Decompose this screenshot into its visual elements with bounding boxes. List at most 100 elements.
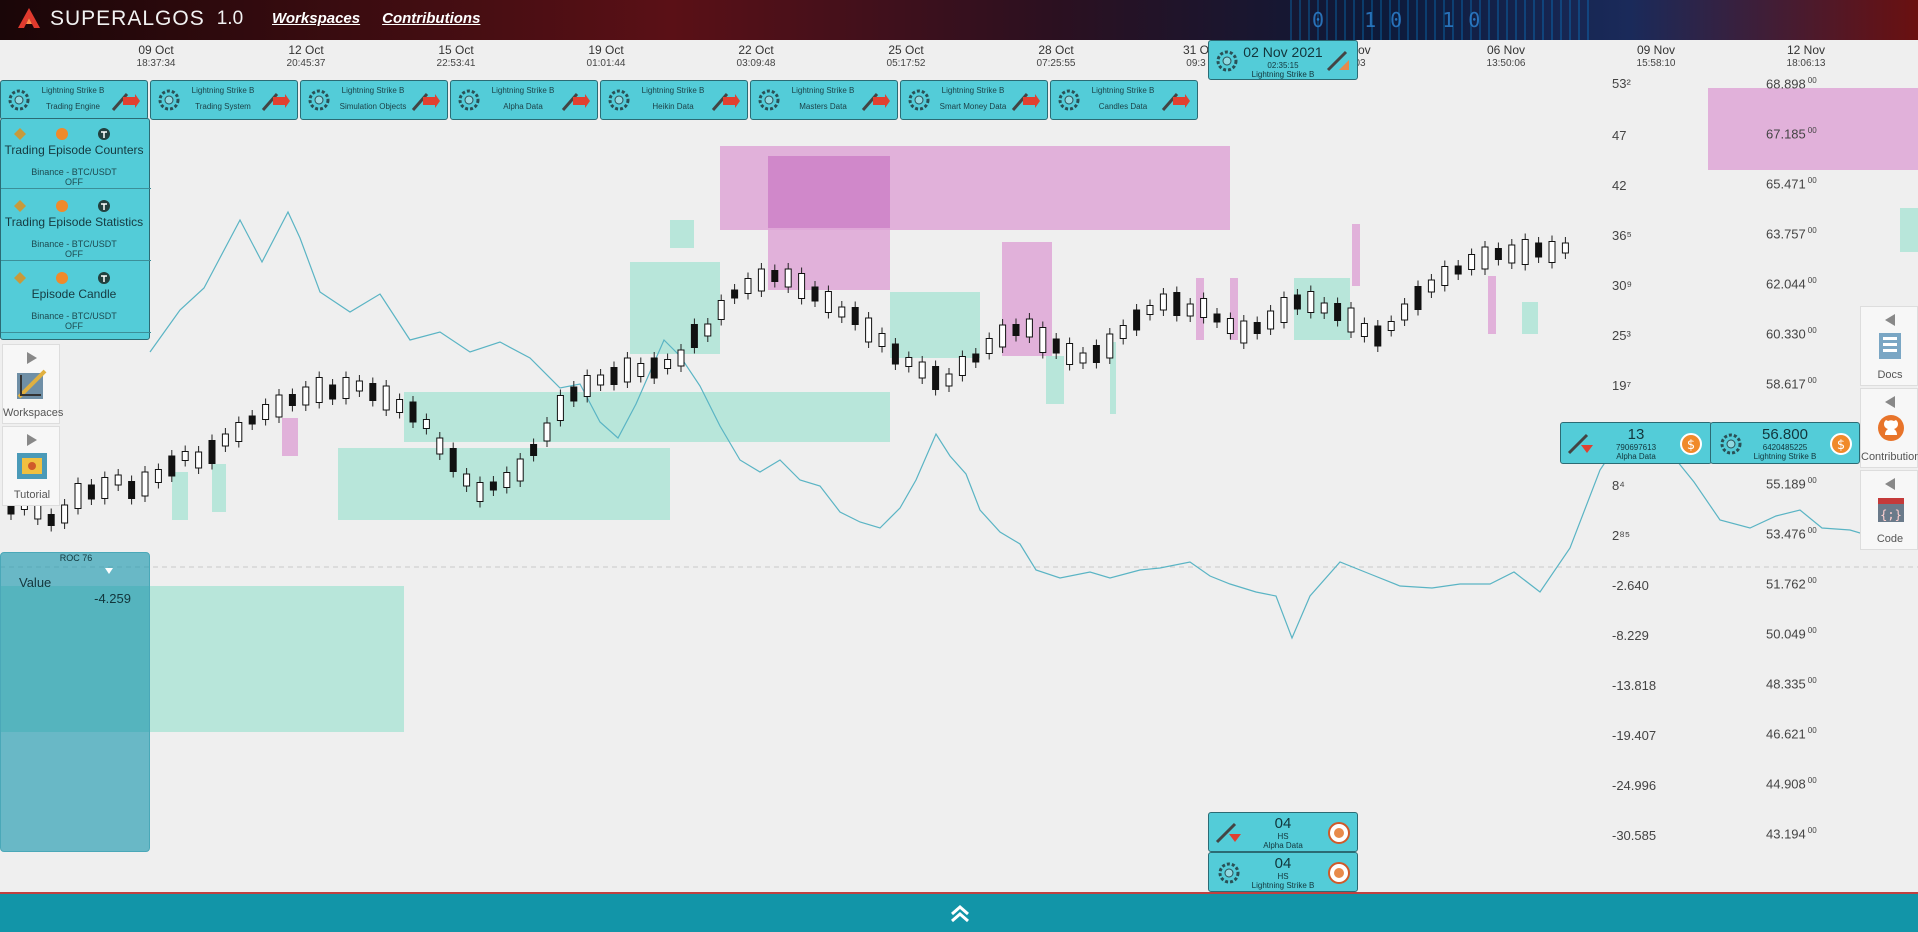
date-tick-time: 20:45:37 xyxy=(286,58,326,69)
date-tick-time: 22:53:41 xyxy=(436,58,476,69)
layer-toggle-icon[interactable] xyxy=(561,90,591,112)
double-chevron-up-icon[interactable] xyxy=(948,902,972,926)
gear-icon xyxy=(1720,433,1742,455)
workspaces-tool[interactable]: Workspaces xyxy=(2,344,63,424)
left-axis-label: 25³ xyxy=(1612,328,1631,343)
candle-body xyxy=(1374,325,1382,347)
candle-body xyxy=(476,482,484,502)
candle-body xyxy=(1106,333,1114,359)
ls-chip-sub: 6420485225 xyxy=(1762,443,1808,452)
layer-toggle-icon[interactable] xyxy=(411,90,441,112)
roc-value-panel[interactable]: ROC 76 Value -4.259 xyxy=(0,552,150,852)
candle-body xyxy=(275,394,283,418)
right-axis-label: 55.189 00 xyxy=(1766,476,1817,491)
roc-value: -4.259 xyxy=(94,591,131,606)
alpha-data-value-chip[interactable]: 13 790697613 Alpha Data $ xyxy=(1560,422,1712,464)
caret-left-icon xyxy=(1885,314,1895,326)
candle-body xyxy=(1320,302,1328,314)
date-tick: 15 Oct 22:53:41 xyxy=(411,44,501,70)
right-axis-value: 44.908 xyxy=(1766,776,1806,792)
candle-body xyxy=(945,373,953,387)
candle-body xyxy=(1360,323,1368,337)
candle-body xyxy=(1025,318,1033,338)
right-axis-suffix: 00 xyxy=(1807,126,1817,135)
docs-tool[interactable]: Docs xyxy=(1860,306,1918,386)
right-axis-suffix: 00 xyxy=(1807,226,1817,235)
date-marker-time: 02:35:15 xyxy=(1267,61,1299,70)
candle-body xyxy=(1293,294,1301,310)
left-panel-status: OFF xyxy=(65,249,83,259)
date-tick: 09 Nov 15:58:10 xyxy=(1611,44,1701,70)
right-axis-value: 48.335 xyxy=(1766,676,1806,692)
date-marker[interactable]: 02 Nov 2021 02:35:15 Lightning Strike B xyxy=(1208,40,1358,80)
date-tick-day: 12 Oct xyxy=(288,43,324,57)
candle-body xyxy=(1253,322,1261,334)
left-panel-item[interactable]: Episode Candle Binance - BTC/USDT OFF xyxy=(1,263,151,333)
layer-panel[interactable]: Lightning Strike B Masters Data xyxy=(750,80,898,120)
layer-toggle-icon[interactable] xyxy=(261,90,291,112)
alpha-hs-value: 04 xyxy=(1274,815,1292,832)
right-axis-value: 63.757 xyxy=(1766,226,1806,242)
date-tick: 12 Oct 20:45:37 xyxy=(261,44,351,70)
candle-body xyxy=(463,473,471,487)
lightning-strike-value-chip[interactable]: 56.800 6420485225 Lightning Strike B $ xyxy=(1710,422,1860,464)
candle-body xyxy=(932,366,940,390)
price-chart[interactable] xyxy=(0,40,1918,892)
date-tick: 09 Oct 18:37:34 xyxy=(111,44,201,70)
date-tick-time: 03:09:48 xyxy=(736,58,776,69)
layer-panel[interactable]: Lightning Strike B Trading Engine xyxy=(0,80,148,120)
bull-zone xyxy=(212,464,226,512)
candle-body xyxy=(1468,254,1476,270)
date-tick-time: 03 xyxy=(1354,58,1366,69)
layer-toggle-icon[interactable] xyxy=(861,90,891,112)
candle-body xyxy=(436,437,444,455)
layer-panel[interactable]: Lightning Strike B Simulation Objects xyxy=(300,80,448,120)
tether-icon xyxy=(98,128,110,140)
docs-tool-label: Docs xyxy=(1877,369,1903,381)
candle-body xyxy=(315,377,323,403)
layer-panel[interactable]: Lightning Strike B Smart Money Data xyxy=(900,80,1048,120)
left-panel-item[interactable]: Trading Episode Statistics Binance - BTC/… xyxy=(1,191,151,261)
layer-toggle-icon[interactable] xyxy=(711,90,741,112)
caret-down-icon xyxy=(105,568,113,574)
contributions-tool[interactable]: Contributions xyxy=(1860,388,1918,468)
lightning-strike-hs-chip[interactable]: 04 HS Lightning Strike B xyxy=(1208,852,1358,892)
code-tool[interactable]: {;} Code xyxy=(1860,470,1918,550)
candle-body xyxy=(717,300,725,320)
candle-body xyxy=(1561,242,1569,254)
layer-toggle-icon[interactable] xyxy=(111,90,141,112)
right-axis-value: 43.194 xyxy=(1766,826,1806,842)
left-panel-market: Binance - BTC/USDT OFF xyxy=(1,239,147,259)
right-axis-label: 60.330 00 xyxy=(1766,326,1817,341)
nav-workspaces-link[interactable]: Workspaces xyxy=(272,10,361,27)
right-axis-label: 68.898 00 xyxy=(1766,76,1817,91)
left-axis-label: 30⁹ xyxy=(1612,278,1633,293)
candle-body xyxy=(1441,266,1449,286)
nav-contributions-link[interactable]: Contributions xyxy=(382,10,481,27)
candle-body xyxy=(583,375,591,397)
right-axis-value: 53.476 xyxy=(1766,526,1806,542)
right-axis-value: 62.044 xyxy=(1766,276,1806,292)
target-icon xyxy=(1328,862,1350,884)
layer-panel[interactable]: Lightning Strike B Alpha Data xyxy=(450,80,598,120)
layer-panel[interactable]: Lightning Strike B Heikin Data xyxy=(600,80,748,120)
layer-data-name: Masters Data xyxy=(799,102,847,111)
roc-line xyxy=(149,210,1901,640)
candle-body xyxy=(1280,297,1288,323)
candle-body xyxy=(811,286,819,302)
alpha-data-hs-chip[interactable]: 04 HS Alpha Data xyxy=(1208,812,1358,852)
left-panel-item[interactable]: Trading Episode Counters Binance - BTC/US… xyxy=(1,119,151,189)
ruler-icon xyxy=(1326,50,1349,72)
right-axis-label: 51.762 00 xyxy=(1766,576,1817,591)
candle-body xyxy=(382,385,390,411)
layer-toggle-icon[interactable] xyxy=(1161,90,1191,112)
layer-toggle-icon[interactable] xyxy=(1011,90,1041,112)
diamond-icon xyxy=(14,272,26,284)
right-axis-value: 67.185 xyxy=(1766,126,1806,142)
layer-panel[interactable]: Lightning Strike B Candles Data xyxy=(1050,80,1198,120)
layer-panel[interactable]: Lightning Strike B Trading System xyxy=(150,80,298,120)
gear-icon xyxy=(1218,862,1240,884)
tutorial-tool[interactable]: Tutorial xyxy=(2,426,60,506)
date-tick-day: 06 Nov xyxy=(1486,43,1526,57)
candle-body xyxy=(784,268,792,288)
